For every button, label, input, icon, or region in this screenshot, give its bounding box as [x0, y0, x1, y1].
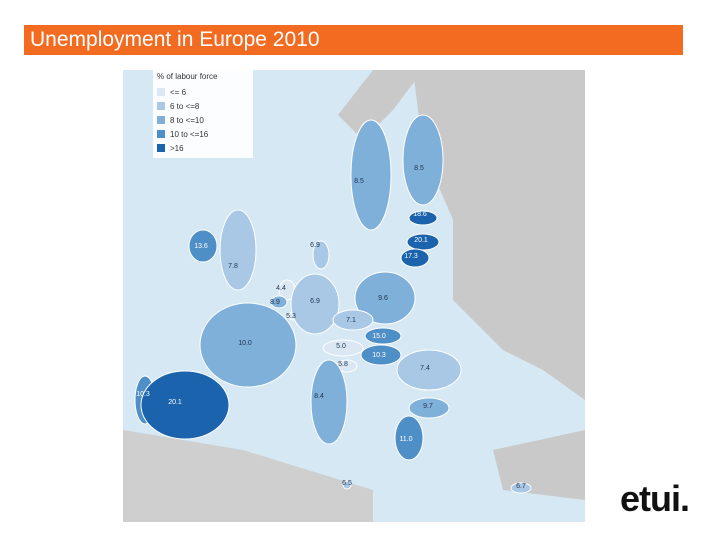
legend-swatch	[157, 102, 165, 110]
country-area	[400, 248, 430, 268]
country-value: 10.3	[136, 391, 150, 398]
country-value: 6.9	[310, 242, 320, 249]
legend-box	[153, 70, 253, 158]
country-area	[322, 339, 364, 357]
country-area	[140, 370, 230, 440]
country-area	[396, 349, 462, 391]
non-eu-land	[413, 70, 585, 400]
country-area	[342, 480, 352, 490]
country-area	[188, 229, 218, 263]
country-area	[354, 271, 416, 325]
country-area	[310, 359, 348, 445]
legend-swatch	[157, 130, 165, 138]
country-area	[360, 344, 402, 366]
legend-label: 10 to <=16	[170, 130, 209, 139]
country-area	[408, 210, 438, 226]
country-value: 8.4	[314, 393, 324, 400]
country-value: 6.5	[342, 480, 352, 487]
country-value: 6.7	[516, 483, 526, 490]
country-value: 10.3	[372, 352, 386, 359]
country-area	[510, 482, 532, 494]
country-value: 13.6	[194, 243, 208, 250]
country-area	[219, 209, 257, 291]
country-value: 20.1	[414, 237, 428, 244]
legend: % of labour force <= 6 6 to <=8 8 to <=10 1…	[153, 70, 253, 158]
map: 8.5 8.5 18.6 20.1 17.3 13.6 7.8 6.9 4.4 8.9 5.3 6.9…	[123, 70, 585, 522]
country-value: 9.6	[378, 295, 388, 302]
country-value: 9.7	[423, 403, 433, 410]
slide-title: Unemployment in Europe 2010	[30, 28, 320, 51]
legend-label: <= 6	[170, 88, 187, 97]
country-value: 20.1	[168, 399, 182, 406]
legend-label: 6 to <=8	[170, 102, 200, 111]
non-eu-land	[493, 430, 585, 500]
country-value: 7.4	[420, 365, 430, 372]
country-value: 15.0	[372, 333, 386, 340]
country-area	[350, 119, 392, 231]
country-area	[394, 415, 424, 461]
country-area	[290, 273, 340, 335]
country-value: 4.4	[276, 285, 286, 292]
country-value: 7.1	[346, 317, 356, 324]
country-value: 11.0	[399, 436, 412, 443]
country-value: 5.8	[338, 361, 348, 368]
country-value: 18.6	[413, 211, 427, 218]
country-value: 17.3	[404, 253, 418, 260]
legend-swatch	[157, 88, 165, 96]
country-area	[402, 114, 444, 206]
legend-swatch	[157, 116, 165, 124]
norway	[338, 70, 423, 140]
legend-title: % of labour force	[157, 72, 218, 81]
legend-label: >16	[170, 144, 184, 153]
logo: etui.	[620, 478, 690, 519]
country-value: 5.3	[286, 313, 296, 320]
country-area	[270, 295, 288, 309]
country-value: 10.0	[238, 340, 252, 347]
country-area	[406, 233, 440, 251]
country-value: 6.9	[310, 298, 320, 305]
country-value: 7.8	[228, 263, 238, 270]
country-value: 8.9	[270, 299, 280, 306]
north-africa	[123, 430, 373, 522]
country-area	[332, 309, 374, 331]
title-bar: Unemployment in Europe 2010	[24, 25, 683, 55]
country-area	[364, 327, 402, 345]
legend-swatch	[157, 144, 165, 152]
country-value: 8.5	[414, 165, 424, 172]
legend-label: 8 to <=10	[170, 116, 204, 125]
country-value: 8.5	[354, 178, 364, 185]
country-value: 5.0	[336, 343, 346, 350]
country-area	[312, 240, 330, 270]
country-area	[408, 397, 450, 419]
country-area	[199, 302, 297, 388]
